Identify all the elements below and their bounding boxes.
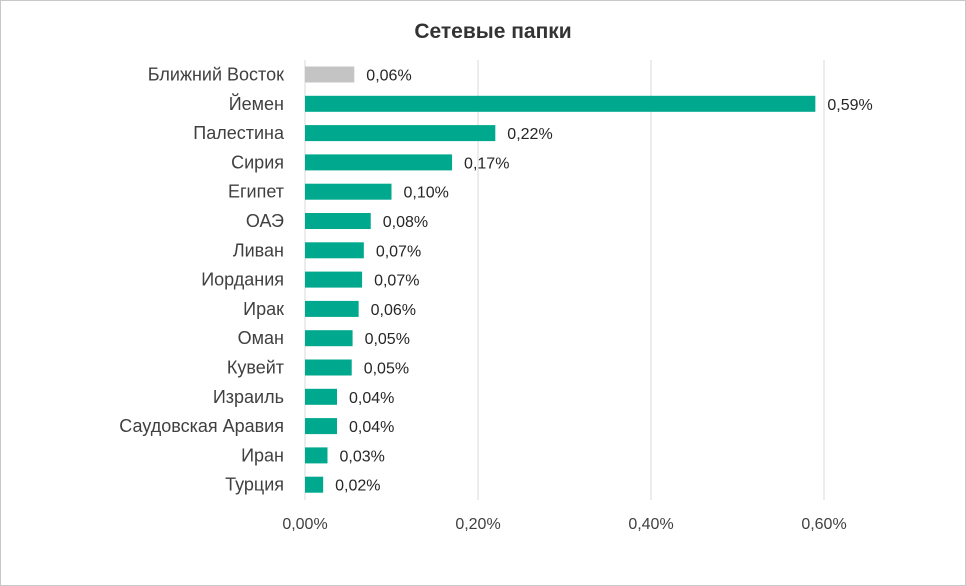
bar (305, 388, 338, 405)
category-label: Йемен (229, 93, 284, 114)
data-label: 0,02% (335, 478, 380, 495)
data-label: 0,06% (371, 302, 416, 319)
bar (305, 330, 353, 347)
chart-title: Сетевые папки (414, 20, 572, 43)
bar (305, 154, 453, 171)
bar (305, 242, 364, 259)
data-label: 0,07% (376, 243, 421, 260)
x-tick-labels: 0,00% 0,20% 0,40% 0,60% (282, 516, 846, 533)
data-label: 0,04% (349, 419, 394, 436)
data-label: 0,17% (464, 155, 509, 172)
data-label: 0,22% (507, 126, 552, 143)
data-label: 0,08% (383, 214, 428, 231)
data-label: 0,06% (366, 68, 411, 85)
category-label: Ближний Восток (148, 65, 284, 85)
data-label: 0,03% (339, 448, 384, 465)
data-label: 0,59% (827, 97, 872, 114)
bar (305, 359, 352, 376)
category-label: Турция (225, 475, 284, 495)
bar (305, 213, 371, 229)
data-label: 0,04% (349, 390, 394, 407)
bar (305, 95, 816, 112)
category-label: Ливан (233, 240, 284, 260)
bars (305, 66, 816, 493)
category-label: Оман (238, 328, 284, 348)
bar (305, 447, 328, 464)
data-label: 0,07% (374, 273, 419, 290)
category-label: Египет (228, 182, 284, 202)
bar (305, 66, 355, 83)
bar (305, 476, 324, 493)
bar (305, 125, 496, 142)
category-label: Израиль (213, 387, 284, 407)
category-label: Иордания (201, 270, 284, 290)
bar (305, 271, 363, 288)
data-label: 0,05% (364, 361, 409, 378)
x-tick-label: 0,60% (801, 516, 846, 533)
data-label: 0,05% (365, 331, 410, 348)
category-label: Саудовская Аравия (119, 416, 284, 436)
category-label: Палестина (193, 123, 285, 143)
category-label: Кувейт (227, 358, 284, 378)
category-label: Сирия (231, 152, 284, 172)
bar (305, 300, 359, 317)
x-tick-label: 0,40% (628, 516, 673, 533)
x-tick-label: 0,00% (282, 516, 327, 533)
category-label: Иран (241, 445, 284, 465)
bar (305, 183, 392, 200)
category-label: ОАЭ (246, 211, 284, 231)
value-labels: 0,06% 0,59% 0,22% 0,17% 0,10% 0,08% 0,07% 0,07%… (335, 68, 873, 495)
x-tick-label: 0,20% (455, 516, 500, 533)
category-label: Ирак (243, 299, 284, 319)
category-labels: Ближний Восток Йемен Палестина Сирия Египет О… (119, 65, 285, 495)
bar (305, 418, 338, 435)
data-label: 0,10% (404, 185, 449, 202)
